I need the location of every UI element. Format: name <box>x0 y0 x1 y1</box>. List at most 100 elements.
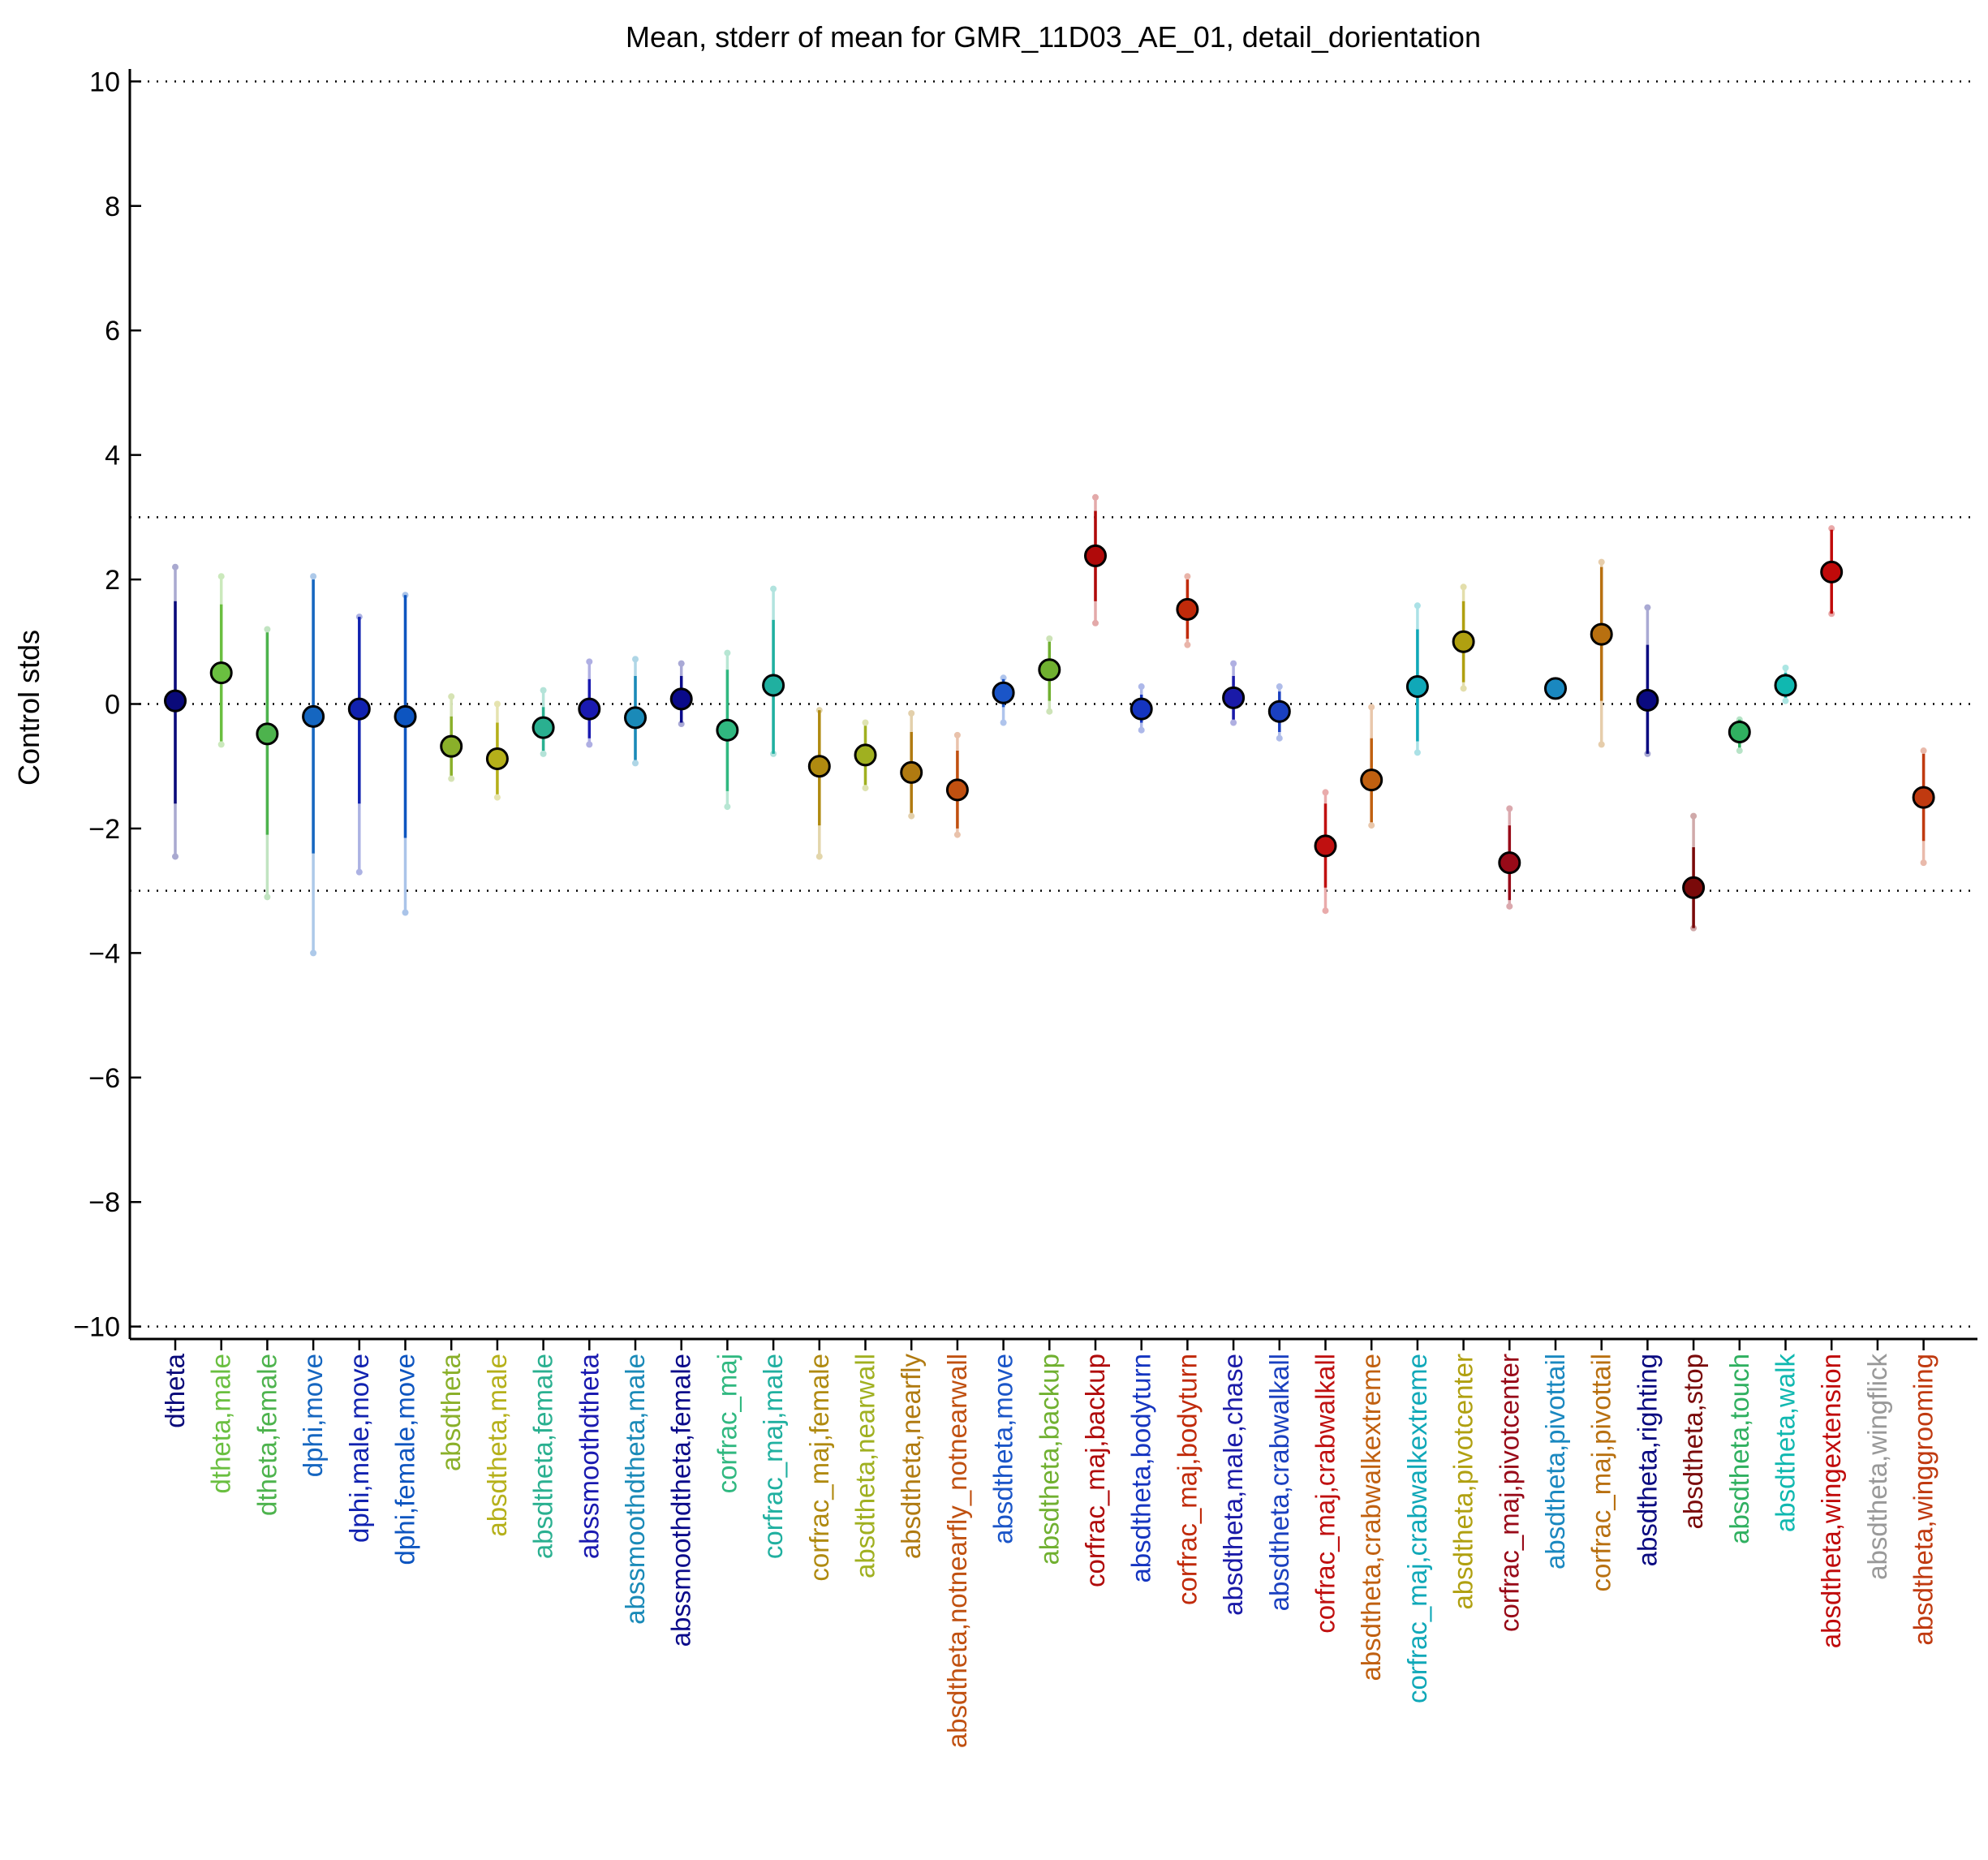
extent-marker <box>1460 583 1467 591</box>
extent-marker <box>586 741 593 748</box>
extent-marker <box>1920 859 1927 867</box>
extent-marker <box>1092 619 1099 626</box>
extent-marker <box>632 760 639 767</box>
reference-lines <box>130 80 1977 1328</box>
mean-point <box>578 697 601 721</box>
extent-marker <box>724 803 731 811</box>
extent-marker <box>1046 708 1053 715</box>
mean-point <box>1176 597 1199 621</box>
x-tick-label: absdtheta,walk <box>1771 1354 1801 1533</box>
y-tick-label: 8 <box>105 192 120 222</box>
mean-point <box>256 722 279 746</box>
extent-marker <box>355 868 363 876</box>
mean-point <box>1130 697 1153 721</box>
mean-point <box>209 661 233 685</box>
mean-point <box>900 760 923 784</box>
x-tick-label: abssmoothdtheta,female <box>666 1354 696 1647</box>
x-tick-label: absdtheta,pivottail <box>1540 1354 1570 1569</box>
mean-point <box>1774 674 1797 697</box>
extent-marker <box>1184 641 1191 648</box>
extent-marker <box>448 775 455 782</box>
mean-point <box>164 689 187 713</box>
y-tick-label: 10 <box>89 67 120 97</box>
mean-point <box>1405 675 1429 699</box>
x-tick-label: absdtheta,stop <box>1678 1354 1708 1530</box>
mean-point <box>302 704 325 728</box>
mean-point <box>1728 721 1751 744</box>
mean-point <box>1636 688 1659 712</box>
extent-marker <box>540 750 547 757</box>
x-tick-label: absdtheta,notnearfly_notnearwall <box>942 1354 972 1748</box>
extent-marker <box>1368 822 1375 829</box>
x-tick-label: dphi,male,move <box>344 1354 374 1543</box>
extent-marker <box>1000 674 1007 682</box>
extent-marker <box>1736 747 1743 755</box>
y-axis-label: Control stds <box>12 630 45 786</box>
extent-marker <box>493 700 501 708</box>
extent-marker <box>540 687 547 694</box>
extent-marker <box>1598 741 1605 748</box>
data-series <box>164 493 1935 957</box>
extent-marker <box>1230 660 1237 667</box>
x-tick-label: abssmoothdtheta,male <box>620 1354 650 1625</box>
y-axis-ticks: 10 8 6 4 2 0 −2 −4 −6 −8 −10 <box>73 67 141 1343</box>
extent-marker <box>1414 602 1421 609</box>
x-tick-label: absdtheta,move <box>988 1354 1018 1544</box>
extent-marker <box>1322 789 1329 796</box>
extent-marker <box>1690 812 1698 820</box>
x-tick-label: absdtheta,touch <box>1724 1354 1754 1544</box>
extent-marker <box>908 812 915 820</box>
extent-marker <box>448 693 455 700</box>
mean-point <box>485 747 509 771</box>
extent-marker <box>953 731 961 738</box>
mean-point <box>1314 834 1337 858</box>
mean-point <box>347 697 371 721</box>
x-tick-label: corfrac_maj,male <box>758 1354 788 1559</box>
y-tick-label: −4 <box>88 938 120 969</box>
x-tick-label: dtheta <box>160 1353 190 1427</box>
extent-marker <box>1506 902 1513 910</box>
x-tick-label: absdtheta,male,chase <box>1218 1354 1248 1616</box>
mean-point <box>1912 786 1935 809</box>
x-tick-label: corfrac_maj,pivotcenter <box>1494 1354 1524 1632</box>
extent-marker <box>1598 558 1605 566</box>
extent-marker <box>264 893 271 901</box>
extent-marker <box>493 794 501 801</box>
extent-marker <box>953 831 961 838</box>
extent-marker <box>1828 525 1835 532</box>
x-tick-label: dtheta,male <box>206 1354 236 1493</box>
extent-marker <box>1460 685 1467 692</box>
extent-marker <box>1920 747 1927 755</box>
x-tick-label: corfrac_maj,backup <box>1080 1354 1110 1587</box>
x-tick-label: absdtheta,female <box>528 1354 558 1559</box>
x-tick-label: absdtheta,bodyturn <box>1126 1354 1156 1583</box>
extent-marker <box>217 741 225 748</box>
y-tick-label: −10 <box>73 1312 120 1343</box>
x-tick-label: absdtheta,male <box>482 1354 512 1537</box>
x-tick-label: abssmoothdtheta <box>574 1353 604 1559</box>
mean-point <box>1267 700 1291 723</box>
x-tick-label: absdtheta,crabwalkextreme <box>1356 1354 1386 1681</box>
extent-marker <box>402 909 409 916</box>
extent-marker <box>1644 604 1651 611</box>
x-tick-label: absdtheta <box>436 1353 466 1471</box>
x-tick-label: absdtheta,righting <box>1632 1354 1662 1566</box>
mean-point <box>624 706 647 730</box>
y-tick-label: −6 <box>88 1063 120 1094</box>
extent-marker <box>1414 749 1421 756</box>
extent-marker <box>586 658 593 665</box>
x-tick-label: corfrac_maj,crabwalkall <box>1310 1354 1340 1634</box>
mean-point <box>1360 769 1383 792</box>
x-tick-label: absdtheta,winggrooming <box>1908 1354 1939 1646</box>
x-tick-label: dtheta,female <box>252 1354 282 1516</box>
extent-marker <box>1230 719 1237 726</box>
x-tick-label: corfrac_maj <box>712 1354 742 1493</box>
extent-marker <box>1000 719 1007 726</box>
mean-point <box>716 718 739 742</box>
extent-marker <box>172 563 179 570</box>
mean-point <box>854 743 877 767</box>
extent-marker <box>908 710 915 717</box>
extent-marker <box>1368 704 1375 711</box>
extent-marker <box>862 785 869 792</box>
